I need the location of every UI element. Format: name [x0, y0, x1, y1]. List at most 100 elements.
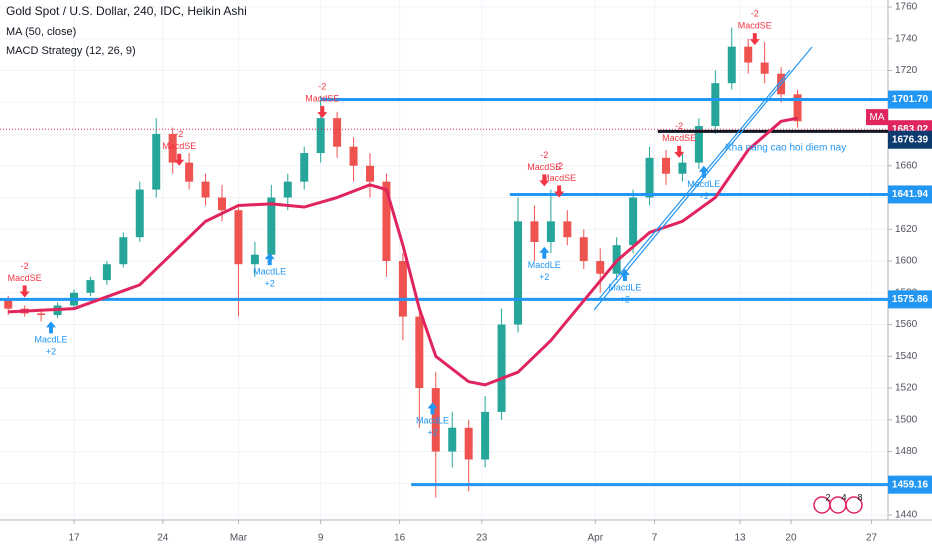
signal-arrow — [19, 285, 30, 298]
annotation: Kha nang cao hoi diem nay — [725, 143, 846, 154]
candle-body — [662, 157, 670, 174]
candle-body — [464, 427, 473, 460]
y-tick-label: 1560 — [895, 319, 918, 330]
candle-body — [333, 118, 342, 147]
signal-arrow — [554, 185, 565, 198]
signal-label: MacdLE — [416, 416, 449, 426]
price-label: 1683.02 — [892, 124, 929, 135]
signal-label: MacdLE — [253, 266, 286, 276]
indicator-label: MA (50, close) — [6, 26, 76, 38]
signal-size: +2 — [427, 428, 437, 438]
x-tick-label: Mar — [230, 533, 248, 544]
trend-line — [597, 69, 791, 301]
price-label-box — [888, 185, 932, 204]
signal-arrow — [427, 402, 438, 415]
ma-badge: MA — [870, 112, 885, 123]
signal-size: +2 — [620, 294, 630, 304]
signal-size: -2 — [675, 121, 683, 131]
y-tick-label: 1660 — [895, 160, 918, 171]
y-tick-label: 1500 — [895, 414, 918, 425]
candle-body — [366, 165, 374, 182]
x-tick-label: Apr — [588, 533, 604, 544]
price-label-box — [888, 290, 932, 309]
signal-label: MacdSE — [738, 20, 772, 30]
signal-arrow — [674, 145, 685, 158]
candle-body — [102, 264, 111, 281]
candle-body — [86, 280, 95, 293]
price-label-box — [888, 475, 932, 494]
candle-body — [4, 299, 13, 309]
signal-arrow — [45, 321, 56, 334]
signal-label: MacdSE — [305, 94, 339, 104]
event-count: 4 — [841, 492, 846, 502]
x-tick-label: 23 — [476, 533, 488, 544]
price-label-box — [888, 130, 932, 149]
candle-body — [382, 181, 391, 262]
candle-body — [300, 153, 309, 182]
candle-body — [596, 261, 605, 274]
candle-body — [415, 316, 424, 389]
ma-line — [8, 116, 798, 387]
y-tick-label: 1440 — [895, 510, 918, 521]
candle-body — [218, 197, 226, 211]
y-tick-label: 1480 — [895, 446, 918, 457]
candle-body — [185, 162, 194, 182]
trend-line — [593, 46, 813, 311]
price-label: 1459.16 — [892, 479, 929, 490]
signal-label: MacdSE — [8, 273, 42, 283]
candle-body — [744, 46, 753, 63]
indicator-label: MACD Strategy (12, 26, 9) — [6, 45, 136, 57]
signal-size: -2 — [751, 8, 759, 18]
y-tick-label: 1720 — [895, 65, 918, 76]
signal-size: +2 — [539, 272, 549, 282]
candle-body — [727, 46, 736, 84]
signal-arrow — [619, 268, 630, 281]
candle-body — [431, 388, 440, 452]
candle-body — [481, 411, 490, 460]
ma-badge-box — [866, 109, 888, 126]
signal-arrow — [539, 174, 550, 187]
price-label: 1701.70 — [892, 94, 929, 105]
x-tick-label: 27 — [866, 533, 878, 544]
signal-size: -2 — [175, 129, 183, 139]
candle-body — [563, 221, 572, 238]
signal-arrow — [539, 246, 550, 259]
signal-arrow — [698, 165, 709, 178]
signal-size: -2 — [318, 82, 326, 92]
candle-body — [37, 313, 46, 316]
candle-body — [448, 427, 457, 452]
chart-title: Gold Spot / U.S. Dollar, 240, IDC, Heiki… — [6, 4, 247, 18]
signal-label: MacdLE — [34, 335, 67, 345]
candle-body — [135, 189, 144, 238]
event-count: 2 — [825, 492, 830, 502]
candle-body — [250, 254, 259, 265]
price-label-box — [888, 90, 932, 109]
candle-body — [168, 134, 177, 163]
candle-body — [283, 181, 292, 198]
price-label: 1575.86 — [892, 294, 929, 305]
signal-label: MacdSE — [162, 141, 196, 151]
event-count: 8 — [857, 492, 862, 502]
candle-body — [711, 83, 720, 127]
signal-size: +2 — [699, 191, 709, 201]
signal-size: +2 — [46, 347, 56, 357]
candle-body — [316, 118, 325, 154]
y-tick-label: 1620 — [895, 224, 918, 235]
y-tick-label: 1540 — [895, 351, 918, 362]
candle-body — [398, 261, 407, 317]
x-tick-label: 17 — [68, 533, 80, 544]
candle-body — [234, 210, 243, 265]
candle-body — [267, 197, 276, 255]
y-tick-label: 1740 — [895, 33, 918, 44]
signal-label: MacdSE — [662, 133, 696, 143]
x-tick-label: 20 — [785, 533, 797, 544]
x-tick-label: 24 — [157, 533, 169, 544]
signal-label: MacdLE — [608, 282, 641, 292]
candle-body — [201, 181, 210, 198]
candle-body — [349, 146, 358, 166]
event-badge — [845, 496, 863, 514]
signal-size: +2 — [265, 278, 275, 288]
candle-body — [497, 324, 506, 412]
